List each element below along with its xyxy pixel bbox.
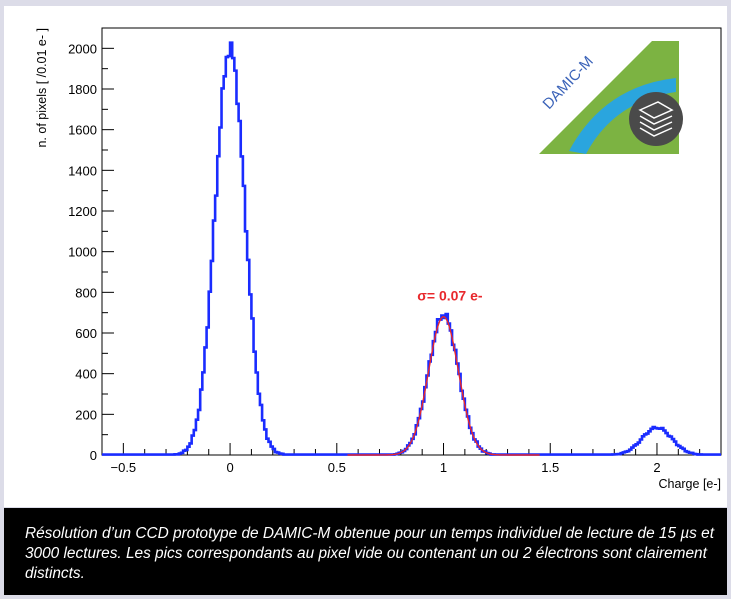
caption-text: Résolution d’un CCD prototype de DAMIC-M… bbox=[25, 525, 714, 582]
y-tick-label: 0 bbox=[90, 448, 97, 463]
logo-text: DAMIC-M bbox=[539, 53, 596, 113]
gaussian-fit-series bbox=[347, 316, 540, 456]
damic-m-logo: DAMIC-M bbox=[539, 41, 683, 154]
x-tick-label: 1.5 bbox=[541, 460, 559, 475]
y-tick-label: 1800 bbox=[68, 82, 97, 97]
y-axis-title: n. of pixels [ /0.01 e- ] bbox=[35, 28, 49, 148]
y-tick-label: 1400 bbox=[68, 163, 97, 178]
histogram-chart: 0 200 400 600 800 1000 1200 1400 1600 1800 2000 −0.… bbox=[35, 27, 722, 491]
x-tick-label: 2 bbox=[653, 460, 660, 475]
y-tick-label: 2000 bbox=[68, 41, 97, 56]
y-tick-label: 400 bbox=[75, 367, 97, 382]
y-tick-label: 1000 bbox=[68, 245, 97, 260]
y-tick-label: 1600 bbox=[68, 123, 97, 138]
x-tick-label: 0.5 bbox=[328, 460, 346, 475]
x-tick-label: −0.5 bbox=[111, 460, 137, 475]
x-axis-title: Charge [e-] bbox=[658, 477, 721, 491]
figure-panel: 0 200 400 600 800 1000 1200 1400 1600 1800 2000 −0.… bbox=[4, 6, 727, 507]
logo-ccd-stack-icon bbox=[638, 101, 674, 137]
y-tick-label: 1200 bbox=[68, 204, 97, 219]
x-tick-label: 0 bbox=[226, 460, 233, 475]
x-tick-label: 1 bbox=[440, 460, 447, 475]
y-tick-label: 200 bbox=[75, 407, 97, 422]
y-tick-label: 600 bbox=[75, 326, 97, 341]
logo-dark-circle bbox=[629, 92, 683, 146]
y-tick-label: 800 bbox=[75, 285, 97, 300]
plot-frame bbox=[101, 27, 722, 456]
caption-box: Résolution d’un CCD prototype de DAMIC-M… bbox=[4, 508, 727, 595]
sigma-annotation: σ= 0.07 e- bbox=[417, 287, 483, 303]
